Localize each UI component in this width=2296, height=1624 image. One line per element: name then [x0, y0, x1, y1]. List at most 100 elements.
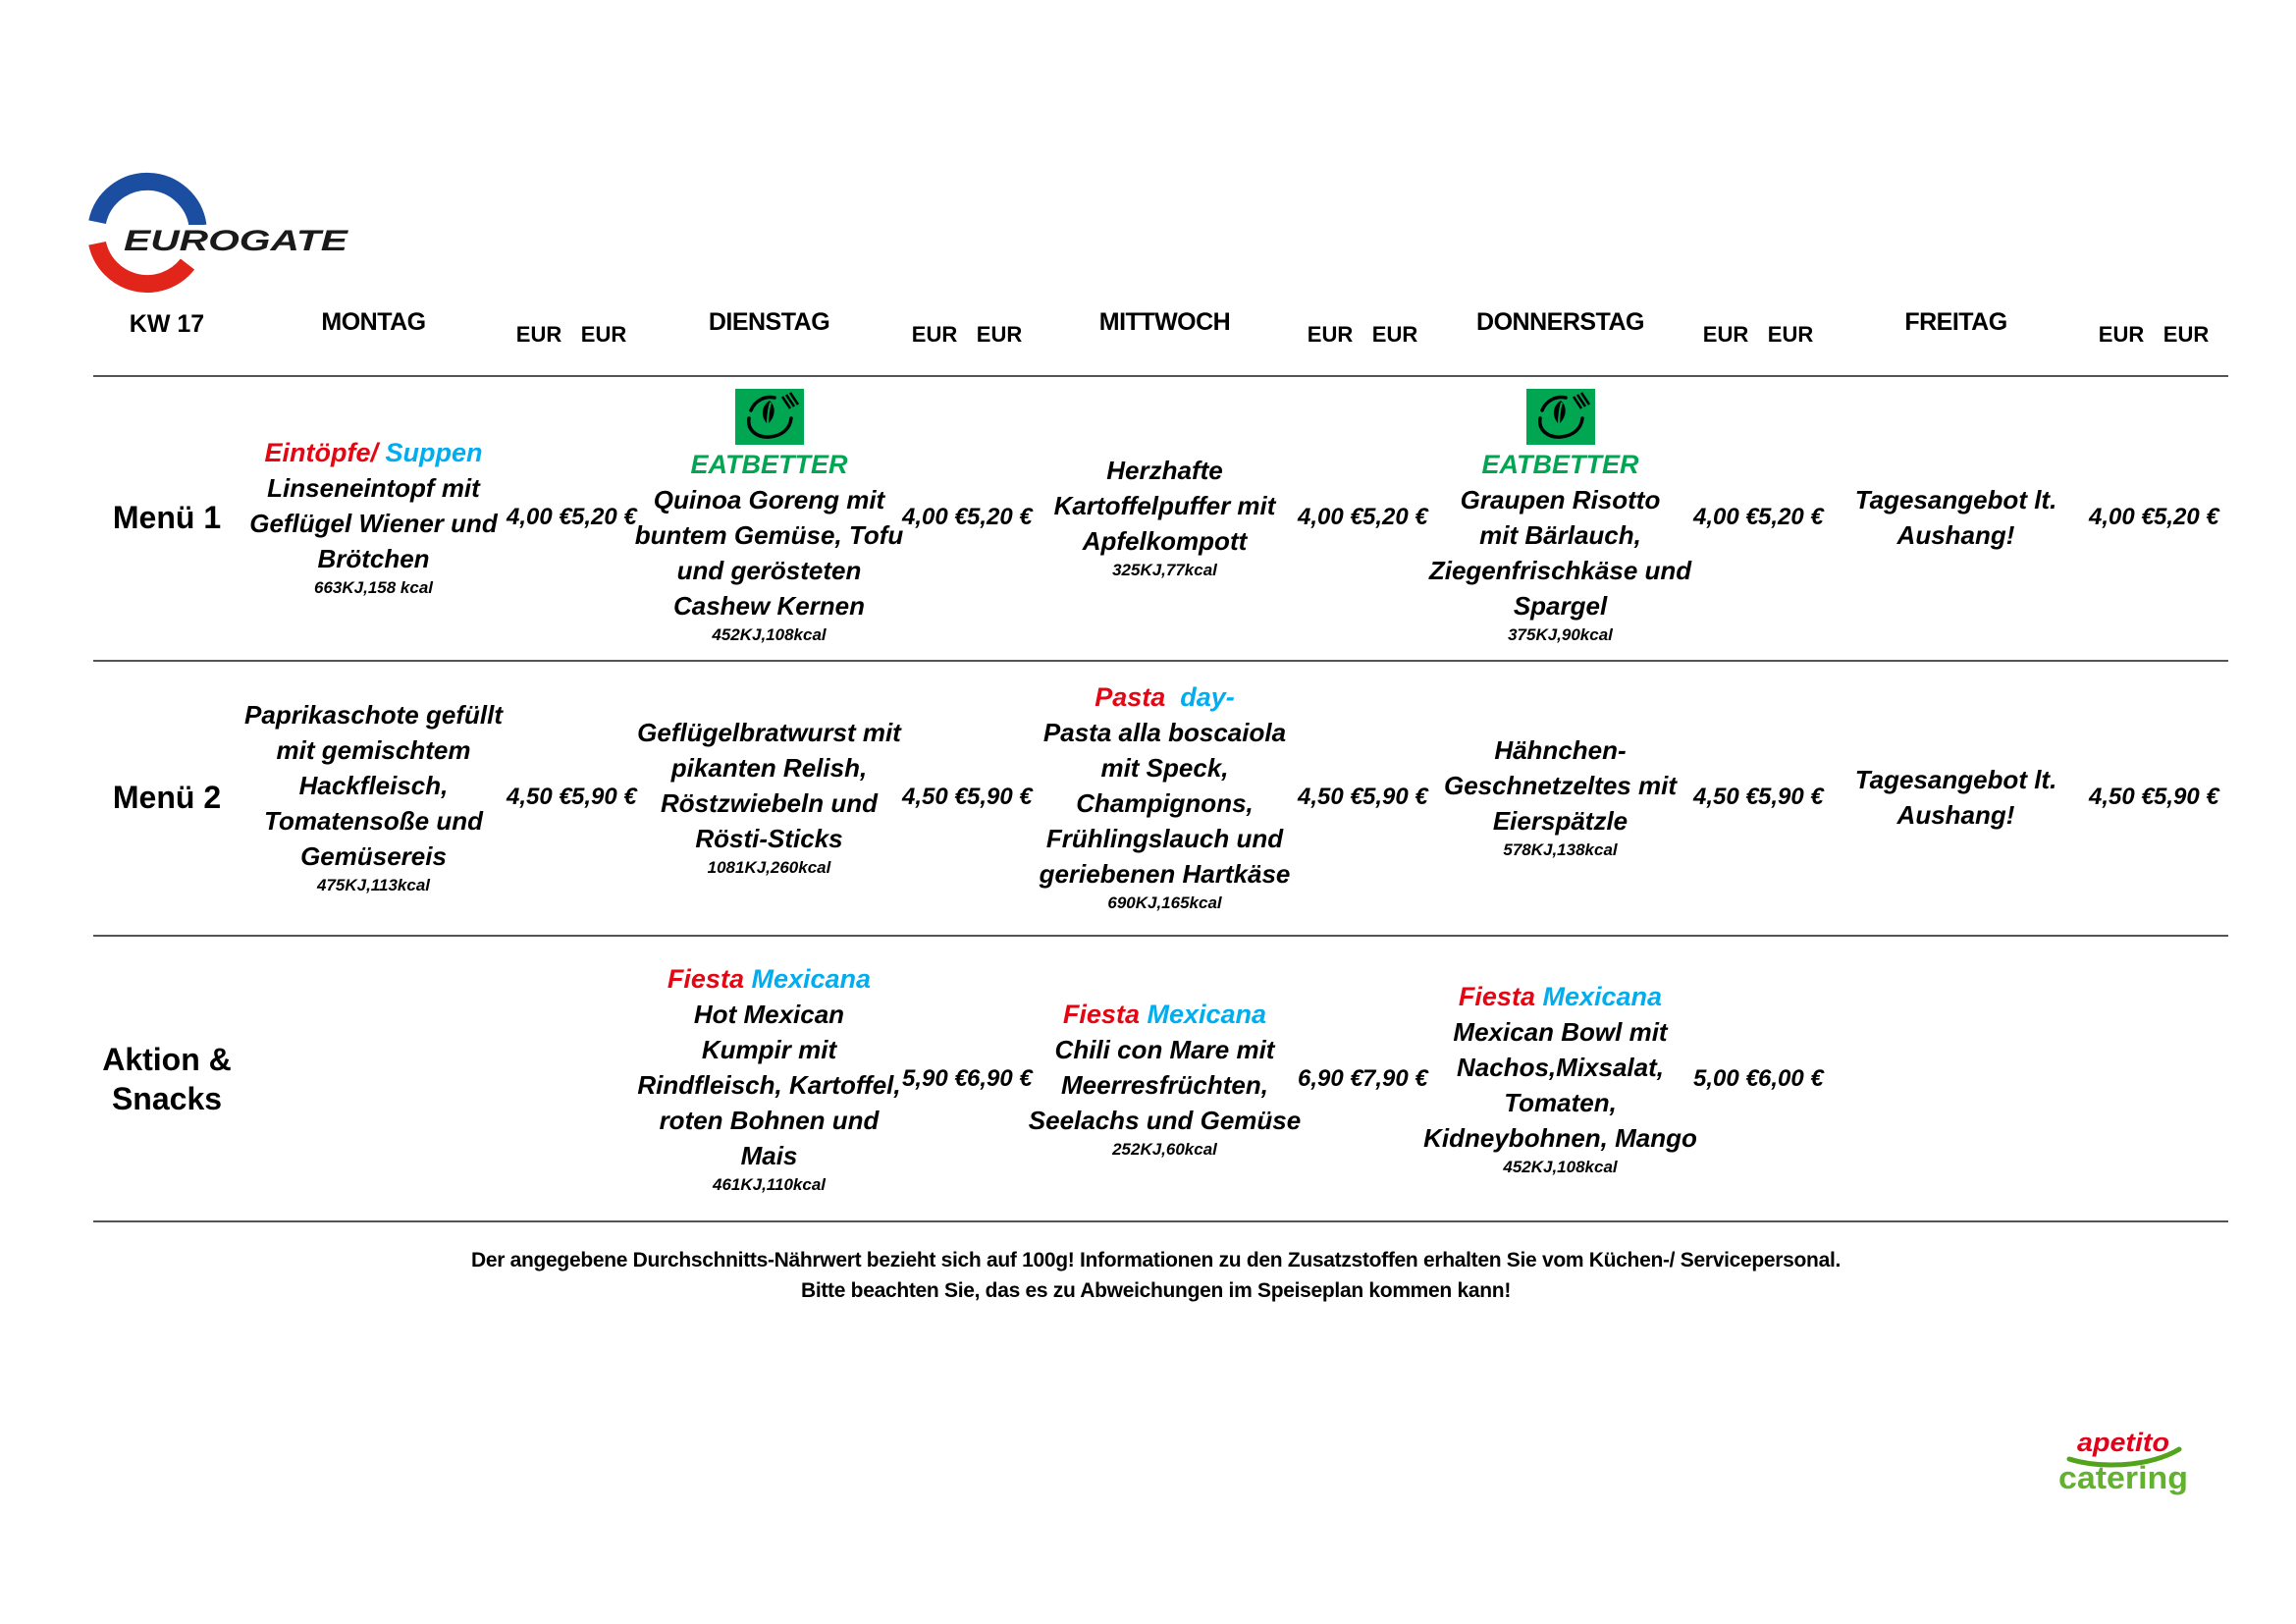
- footer-note: Der angegebene Durchschnitts-Nährwert be…: [93, 1245, 2218, 1306]
- row-label-aktion-snacks: Aktion & Snacks: [102, 1041, 232, 1116]
- eur-header: EUR: [1307, 322, 1354, 347]
- price-pair: 4,50 € 5,90 €: [1298, 660, 1428, 935]
- nutrition-text: 475KJ,113kcal: [316, 876, 430, 894]
- dish-text: Graupen Risotto mit Bärlauch, Ziegenfris…: [1428, 484, 1692, 621]
- price-small: 4,50 €: [507, 784, 572, 810]
- eur-header-pair: EUR EUR: [2089, 295, 2218, 375]
- tagline-red: Fiesta: [1062, 999, 1140, 1029]
- price-large: 5,90 €: [1758, 784, 1824, 810]
- category-tagline: Fiesta Mexicana: [667, 961, 871, 997]
- tagline-cyan: Mexicana: [1542, 981, 1663, 1011]
- nutrition-text: 690KJ,165kcal: [1107, 893, 1222, 912]
- nutrition-text: 452KJ,108kcal: [1503, 1157, 1618, 1176]
- eurogate-logo: EUROGATE: [88, 172, 363, 294]
- dish-text: Geflügelbratwurst mit pikanten Relish, R…: [637, 718, 901, 853]
- price-large: 7,90 €: [1362, 1064, 1428, 1092]
- tagline-red: Eintöpfe/: [264, 438, 378, 467]
- day-header-freitag: FREITAG: [1904, 308, 2007, 336]
- nutrition-text: 375KJ,90kcal: [1508, 624, 1613, 644]
- price-pair: 4,00 € 5,20 €: [507, 375, 637, 660]
- price-large: 5,90 €: [1362, 784, 1428, 810]
- nutrition-text: 252KJ,60kcal: [1112, 1139, 1217, 1159]
- tagline-eatbetter: EATBETTER: [690, 449, 848, 479]
- price-pair: 4,50 € 5,90 €: [507, 660, 637, 935]
- price-pair: 4,50 € 5,90 €: [2089, 660, 2219, 935]
- price-small: 4,50 €: [1693, 784, 1759, 810]
- nutrition-text: 663KJ,158 kcal: [314, 578, 433, 597]
- apetito-swoosh: [2066, 1446, 2182, 1468]
- footer-line-1: Der angegebene Durchschnitts-Nährwert be…: [470, 1249, 1842, 1272]
- weekly-menu-table: KW 17 MONTAG EUR EUR DIENSTAG EUR EUR MI…: [93, 295, 2228, 1222]
- price-small: 4,50 €: [902, 784, 968, 810]
- eur-header: EUR: [1702, 322, 1749, 347]
- eur-header: EUR: [1767, 322, 1814, 347]
- price-pair: 6,90 € 7,90 €: [1298, 935, 1428, 1222]
- eur-header-pair: EUR EUR: [1693, 295, 1823, 375]
- price-large: 5,90 €: [967, 784, 1033, 810]
- price-small: 4,50 €: [1298, 784, 1363, 810]
- menu-cell-menu2-freitag: Tagesangebot lt. Aushang!: [1823, 660, 2089, 935]
- price-pair: 4,00 € 5,20 €: [902, 375, 1033, 660]
- category-tagline: Eintöpfe/ Suppen: [264, 435, 482, 470]
- dish-text: Quinoa Goreng mit buntem Gemüse, Tofu un…: [634, 484, 904, 621]
- price-pair: 5,90 € 6,90 €: [902, 935, 1033, 1222]
- menu-cell-aktion-mittwoch: Fiesta Mexicana Chili con Mare mit Meerr…: [1028, 935, 1302, 1222]
- tagline-red: Fiesta: [1458, 981, 1535, 1011]
- tagline-cyan: Mexicana: [751, 963, 872, 994]
- dish-text: Herzhafte Kartoffelpuffer mit Apfelkompo…: [1053, 456, 1276, 556]
- eur-header: EUR: [2098, 322, 2145, 347]
- dish-text: Hähnchen- Geschnetzeltes mit Eierspätzle: [1444, 735, 1677, 836]
- category-tagline: Fiesta Mexicana: [1459, 979, 1662, 1014]
- separator-line: [93, 935, 2228, 937]
- price-large: 6,00 €: [1758, 1064, 1824, 1092]
- eur-header: EUR: [976, 322, 1023, 347]
- price-small: 4,00 €: [1298, 504, 1363, 530]
- price-small: 5,00 €: [1693, 1064, 1759, 1092]
- price-pair: 4,00 € 5,20 €: [2089, 375, 2219, 660]
- menu-cell-aktion-donnerstag: Fiesta Mexicana Mexican Bowl mit Nachos,…: [1423, 935, 1697, 1222]
- menu-cell-menu2-donnerstag: Hähnchen- Geschnetzeltes mit Eierspätzle…: [1427, 660, 1693, 935]
- price-large: 5,20 €: [1758, 504, 1824, 530]
- nutrition-text: 325KJ,77kcal: [1112, 561, 1217, 579]
- menu-cell-menu1-freitag: Tagesangebot lt. Aushang!: [1823, 375, 2089, 660]
- price-pair-empty: [507, 935, 636, 1222]
- day-header-mittwoch: MITTWOCH: [1098, 308, 1231, 336]
- price-small: 4,00 €: [507, 504, 572, 530]
- separator-line: [93, 1220, 2228, 1222]
- price-pair: 4,50 € 5,90 €: [1693, 660, 1824, 935]
- eur-header-pair: EUR EUR: [1298, 295, 1427, 375]
- tagline-cyan: Suppen: [385, 438, 483, 467]
- dish-text: Pasta alla boscaiola mit Speck, Champign…: [1039, 718, 1291, 889]
- menu-cell-aktion-dienstag: Fiesta Mexicana Hot Mexican Kumpir mit R…: [636, 935, 902, 1222]
- tagline-eatbetter: EATBETTER: [1481, 449, 1639, 479]
- menu-cell-aktion-montag-empty: [240, 935, 507, 1222]
- price-small: 4,00 €: [902, 504, 968, 530]
- eur-header: EUR: [1371, 322, 1418, 347]
- eur-header-pair: EUR EUR: [507, 295, 636, 375]
- apetito-wordmark: apetito: [2077, 1428, 2169, 1457]
- row-label-menu1: Menü 1: [112, 500, 222, 535]
- day-header-donnerstag: DONNERSTAG: [1476, 308, 1644, 336]
- price-large: 5,20 €: [1362, 504, 1428, 530]
- separator-line: [93, 375, 2228, 377]
- nutrition-text: 452KJ,108kcal: [712, 624, 827, 644]
- menu-cell-menu1-dienstag: EATBETTER Quinoa Goreng mit buntem Gemüs…: [634, 375, 904, 660]
- price-small: 4,50 €: [2089, 784, 2155, 810]
- separator-line: [93, 660, 2228, 662]
- eur-header: EUR: [911, 322, 958, 347]
- dish-text: Paprikaschote gefüllt mit gemischtem Hac…: [244, 700, 503, 871]
- price-large: 5,20 €: [571, 504, 637, 530]
- price-large: 5,20 €: [2154, 504, 2219, 530]
- dish-text: Chili con Mare mit Meerresfrüchten, Seel…: [1028, 1034, 1302, 1135]
- menu-cell-menu1-montag: Eintöpfe/ Suppen Linseneintopf mit Geflü…: [240, 375, 507, 660]
- eurogate-red-arc: [88, 241, 195, 294]
- price-pair: 4,50 € 5,90 €: [902, 660, 1033, 935]
- price-large: 5,90 €: [571, 784, 637, 810]
- apetito-catering-logo: apetito catering: [2058, 1428, 2188, 1495]
- day-header-dienstag: DIENSTAG: [708, 308, 830, 336]
- category-tagline: Pasta day-: [1095, 679, 1235, 715]
- eatbetter-leaf-icon: [734, 388, 804, 445]
- footer-line-2: Bitte beachten Sie, das es zu Abweichung…: [800, 1279, 1512, 1302]
- price-large: 5,20 €: [967, 504, 1033, 530]
